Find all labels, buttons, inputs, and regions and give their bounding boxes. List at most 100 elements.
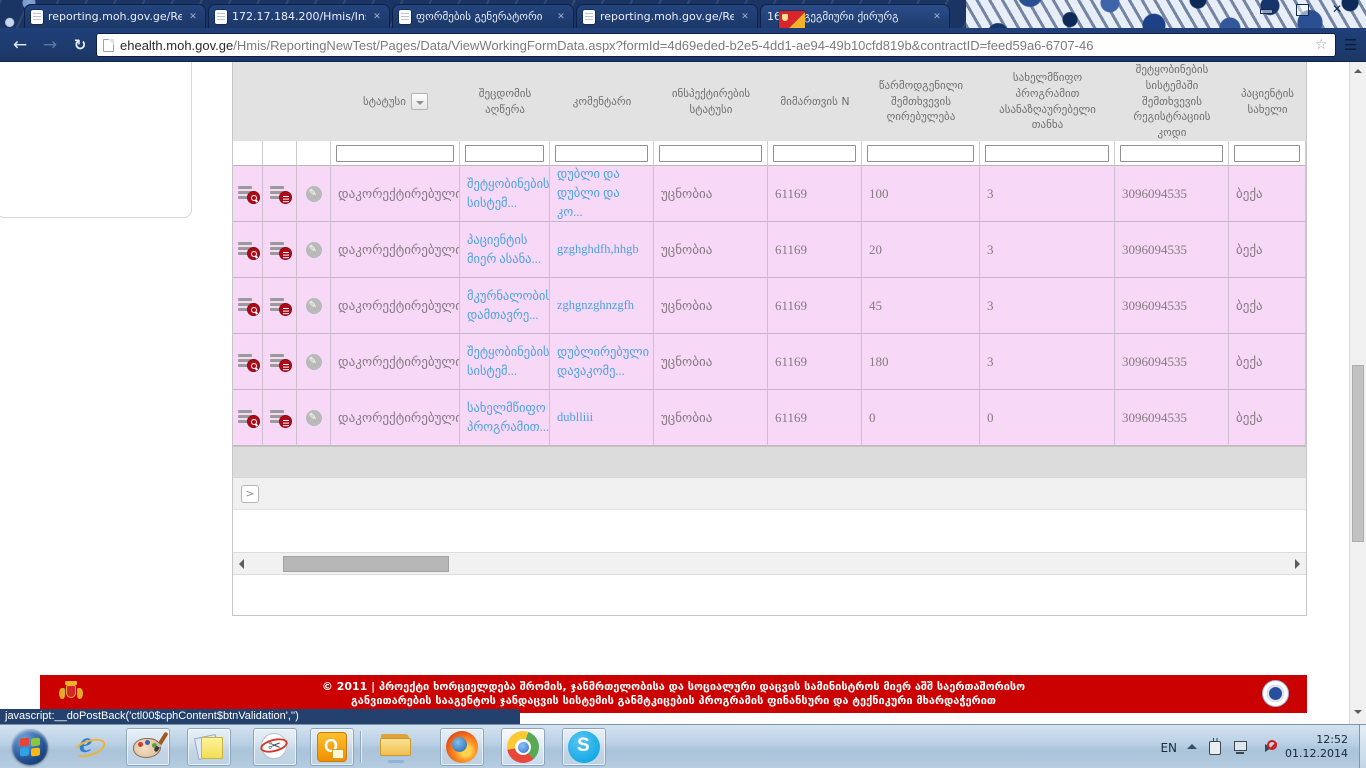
scroll-down-icon[interactable] — [1354, 710, 1362, 714]
tab-close-icon[interactable] — [555, 11, 567, 23]
start-button[interactable] — [8, 728, 52, 766]
power-plug-icon[interactable] — [1207, 738, 1223, 755]
tab-reporting-1[interactable]: reporting.moh.gov.ge/Rep — [24, 4, 206, 28]
pager-next-button[interactable]: > — [241, 484, 259, 503]
horizontal-scrollbar[interactable] — [233, 552, 1306, 575]
table-row-action — [297, 166, 331, 222]
column-header-inspection[interactable]: ინსპექტირების სტატუსი — [654, 62, 768, 141]
column-header-cost[interactable]: წარმოდგენილი შემთხვევის ღირებულება — [862, 62, 980, 141]
column-header-referral[interactable]: მიმართვის N — [768, 62, 862, 141]
case-list-icon[interactable] — [269, 353, 292, 372]
comment-link[interactable]: დუბლირებული დავაკომე... — [557, 344, 650, 378]
taskbar-sticky-notes[interactable] — [187, 728, 231, 766]
error-link[interactable]: შეტყობინების სისტემ... — [467, 344, 550, 378]
tab-active-165-4[interactable]: 165_4 გეგმიური ქირურგ — [760, 4, 950, 28]
back-icon[interactable] — [8, 34, 32, 56]
filter-input-referral[interactable] — [773, 144, 856, 162]
filter-input-error[interactable] — [465, 144, 544, 162]
minimize-icon[interactable] — [1256, 3, 1276, 16]
url-text[interactable]: ehealth.moh.gov.ge/Hmis/ReportingNewTest… — [120, 38, 1309, 53]
vertical-scroll-thumb[interactable] — [1352, 365, 1364, 542]
taskbar-chrome[interactable] — [501, 728, 545, 766]
cell-error: მკურნალობის დამთავრე... — [460, 278, 550, 334]
case-list-icon[interactable] — [269, 241, 292, 260]
error-link[interactable]: შეტყობინების სისტემ... — [467, 176, 550, 210]
tab-hmis-insur[interactable]: 172.17.184.200/Hmis/Insur — [208, 4, 390, 28]
taskbar-clock[interactable]: 12:52 01.12.2014 — [1285, 733, 1352, 761]
comment-link[interactable]: დუბლი და დუბლი და კო... — [557, 167, 620, 219]
grid-table: სტატუსი შეცდომის აღწერა კომენტარი ინსპექ… — [233, 62, 1306, 446]
view-details-icon[interactable] — [237, 185, 260, 204]
page-favicon — [215, 9, 227, 24]
volume-muted-icon[interactable] — [1259, 739, 1278, 755]
data-grid: სტატუსი შეცდომის აღწერა კომენტარი ინსპექ… — [232, 62, 1307, 616]
taskbar-outlook[interactable] — [310, 728, 354, 766]
tab-title: ფორმების გენერატორი — [416, 10, 543, 23]
horizontal-scroll-thumb[interactable] — [283, 556, 449, 572]
menu-icon[interactable] — [1344, 37, 1362, 53]
scroll-left-icon[interactable] — [239, 559, 244, 569]
taskbar-firefox[interactable] — [440, 728, 484, 766]
tab-close-icon[interactable] — [371, 11, 383, 23]
internet-explorer-icon — [73, 726, 103, 762]
scroll-up-icon[interactable] — [1354, 69, 1362, 73]
column-header-reimburse[interactable]: სახელმწიფო პროგრამით ასანაზღაურებელი თან… — [980, 62, 1115, 141]
close-icon[interactable] — [1328, 2, 1348, 16]
scroll-right-icon[interactable] — [1295, 559, 1300, 569]
error-link[interactable]: სახელმწიფო პროგრამით... — [467, 400, 550, 434]
skype-icon — [568, 731, 600, 763]
filter-input-cost[interactable] — [867, 144, 974, 162]
column-header-regcode[interactable]: შეტყობინების სისტემაში შემთხვევის რეგისტ… — [1115, 62, 1229, 141]
filter-input-reimburse[interactable] — [985, 144, 1109, 162]
view-details-icon[interactable] — [237, 241, 260, 260]
filter-input-status[interactable] — [336, 144, 454, 162]
vertical-scrollbar[interactable] — [1349, 62, 1366, 724]
taskbar-paint[interactable] — [126, 728, 170, 766]
case-list-icon[interactable] — [269, 409, 292, 428]
case-list-icon[interactable] — [269, 297, 292, 316]
bookmark-star-icon[interactable] — [1315, 37, 1329, 53]
filter-input-regcode[interactable] — [1120, 144, 1223, 162]
comment-link[interactable]: zghgnzghnzgfh — [557, 298, 635, 313]
filter-input-inspection[interactable] — [659, 144, 762, 162]
view-details-icon[interactable] — [237, 353, 260, 372]
reload-icon[interactable] — [68, 34, 92, 56]
taskbar-internet-explorer[interactable] — [66, 726, 110, 766]
error-link[interactable]: პაციენტის მიერ ასანა... — [467, 232, 541, 266]
tab-close-icon[interactable] — [187, 11, 199, 23]
url-bar[interactable]: ehealth.moh.gov.ge/Hmis/ReportingNewTest… — [96, 33, 1336, 57]
view-details-icon[interactable] — [237, 409, 260, 428]
case-list-icon[interactable] — [269, 185, 292, 204]
cell-comment: დუბლირებული დავაკომე... — [550, 334, 654, 390]
georgia-coat-of-arms-icon — [58, 681, 84, 705]
taskbar-skype[interactable] — [562, 728, 606, 766]
cell-referral: 61169 — [768, 390, 862, 446]
tab-form-generator[interactable]: ფორმების გენერატორი — [392, 4, 574, 28]
taskbar-windows-explorer[interactable] — [374, 728, 418, 766]
tab-close-icon[interactable] — [739, 11, 751, 23]
table-row-action — [297, 278, 331, 334]
comment-link[interactable]: dublliii — [557, 410, 594, 425]
filter-input-comment[interactable] — [555, 144, 648, 162]
tab-reporting-2[interactable]: reporting.moh.gov.ge/Rep — [576, 4, 758, 28]
table-row-action — [263, 166, 297, 222]
view-details-icon[interactable] — [237, 297, 260, 316]
cell-regcode: 3096094535 — [1115, 222, 1229, 278]
maximize-icon[interactable] — [1292, 3, 1312, 16]
show-desktop-button[interactable] — [1359, 725, 1366, 768]
column-header-comment[interactable]: კომენტარი — [550, 62, 654, 141]
column-header-patient[interactable]: პაციენტის სახელი — [1229, 62, 1306, 141]
cell-inspection: უცნობია — [654, 166, 768, 222]
network-icon[interactable] — [1233, 739, 1249, 755]
tab-close-icon[interactable] — [931, 11, 943, 23]
taskbar-snipping-tool[interactable] — [253, 728, 297, 766]
snipping-tool-icon — [258, 732, 290, 762]
error-link[interactable]: მკურნალობის დამთავრე... — [467, 288, 550, 322]
language-indicator[interactable]: EN — [1160, 740, 1178, 755]
comment-link[interactable]: gzghghdfh,hhgb — [557, 242, 639, 257]
filter-dropdown-icon[interactable] — [410, 93, 428, 110]
filter-input-patient[interactable] — [1234, 144, 1300, 162]
hidden-icons-chevron-icon[interactable] — [1187, 743, 1198, 749]
column-header-error[interactable]: შეცდომის აღწერა — [460, 62, 550, 141]
column-header-status[interactable]: სტატუსი — [331, 62, 460, 141]
